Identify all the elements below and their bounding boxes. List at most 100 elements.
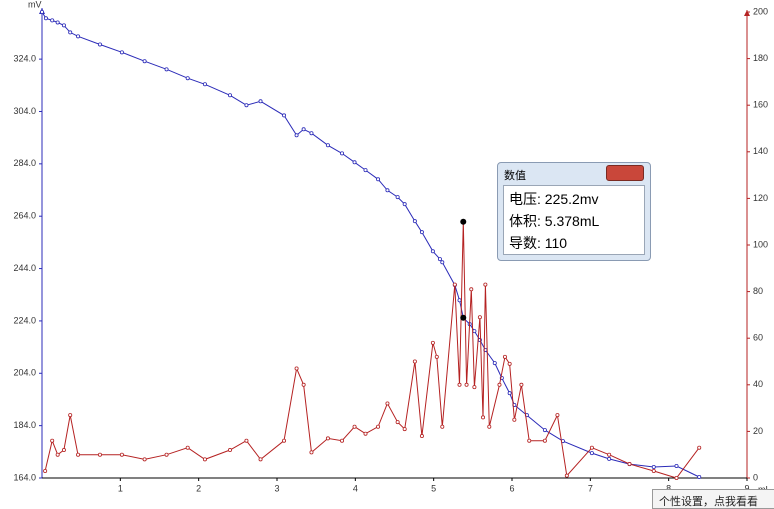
data-point	[258, 457, 263, 462]
data-point	[244, 438, 249, 443]
tooltip-row: 导数: 110	[509, 235, 568, 251]
data-point	[76, 34, 81, 39]
data-point	[97, 452, 102, 457]
data-point	[294, 133, 299, 138]
x-tick-label: 2	[196, 483, 201, 493]
data-point	[68, 413, 73, 418]
y-tick-label: 304.0	[13, 106, 36, 116]
y2-tick-label: 120	[753, 193, 768, 203]
data-point	[674, 463, 679, 468]
y2-tick-label: 180	[753, 53, 768, 63]
data-point	[294, 366, 299, 371]
data-point	[43, 16, 48, 21]
tooltip-title: 数值	[504, 170, 526, 182]
x-tick-label: 7	[588, 483, 593, 493]
data-point	[376, 424, 381, 429]
data-point	[564, 473, 569, 478]
x-tick-label: 5	[431, 483, 436, 493]
data-point	[434, 354, 439, 359]
y-tick-label: 284.0	[13, 158, 36, 168]
data-point	[457, 382, 462, 387]
data-point	[419, 434, 424, 439]
data-point	[412, 359, 417, 364]
data-point	[542, 428, 547, 433]
data-point	[607, 456, 612, 461]
data-point	[119, 50, 124, 55]
data-point	[697, 445, 702, 450]
y-axis-label: mV	[28, 0, 42, 9]
data-point	[363, 168, 368, 173]
y2-tick-label: 100	[753, 239, 768, 249]
close-button[interactable]	[606, 165, 644, 181]
data-point	[542, 438, 547, 443]
data-point	[376, 177, 381, 182]
data-point	[301, 382, 306, 387]
y2-tick-label: 140	[753, 146, 768, 156]
data-point	[464, 382, 469, 387]
tooltip-body: 电压: 225.2mv 体积: 5.378mL 导数: 110	[503, 185, 645, 255]
y-tick-label: 164.0	[13, 472, 36, 482]
data-point	[430, 249, 435, 254]
tooltip-window: 数值 电压: 225.2mv 体积: 5.378mL 导数: 110	[497, 162, 651, 261]
data-point	[651, 465, 656, 470]
data-point	[142, 59, 147, 64]
data-point	[519, 382, 524, 387]
data-point	[507, 391, 512, 396]
data-point	[457, 298, 462, 303]
data-point	[589, 445, 594, 450]
y2-axis-arrow	[744, 10, 750, 16]
y2-tick-label: 200	[753, 6, 768, 16]
data-point	[142, 457, 147, 462]
x-tick-label: 3	[274, 483, 279, 493]
data-point	[395, 420, 400, 425]
data-point	[258, 99, 263, 104]
data-point	[440, 424, 445, 429]
data-point	[61, 23, 66, 28]
y2-tick-label: 80	[753, 286, 763, 296]
data-point	[309, 131, 314, 136]
data-point	[301, 127, 306, 132]
data-point	[352, 160, 357, 165]
y2-tick-label: 60	[753, 333, 763, 343]
data-point	[481, 415, 486, 420]
data-point	[402, 427, 407, 432]
data-point	[627, 462, 632, 467]
data-point	[440, 260, 445, 265]
y-tick-label: 184.0	[13, 420, 36, 430]
data-point	[68, 30, 73, 35]
data-point	[50, 438, 55, 443]
data-point	[492, 361, 497, 366]
x-tick-label: 6	[509, 483, 514, 493]
data-point	[651, 469, 656, 474]
data-point	[55, 452, 60, 457]
data-point	[477, 315, 482, 320]
data-point	[50, 18, 55, 23]
data-point	[55, 20, 60, 25]
y-tick-label: 244.0	[13, 263, 36, 273]
x-tick-label: 1	[118, 483, 123, 493]
data-point	[185, 445, 190, 450]
settings-popup[interactable]: 个性设置，点我看看	[652, 489, 774, 509]
data-point	[697, 474, 702, 479]
x-tick-label: 9	[744, 483, 749, 493]
y-tick-label: 324.0	[13, 53, 36, 63]
data-point	[507, 361, 512, 366]
data-point	[282, 113, 287, 118]
data-point	[325, 143, 330, 148]
data-point	[430, 340, 435, 345]
data-point	[472, 385, 477, 390]
data-point	[309, 450, 314, 455]
data-point	[363, 431, 368, 436]
data-point	[419, 230, 424, 235]
highlight-point	[460, 314, 467, 321]
data-point	[412, 219, 417, 224]
data-point	[607, 452, 612, 457]
y2-tick-label: 160	[753, 100, 768, 110]
data-point	[185, 76, 190, 81]
data-point	[76, 452, 81, 457]
data-point	[555, 413, 560, 418]
data-point	[164, 67, 169, 72]
data-point	[589, 451, 594, 456]
